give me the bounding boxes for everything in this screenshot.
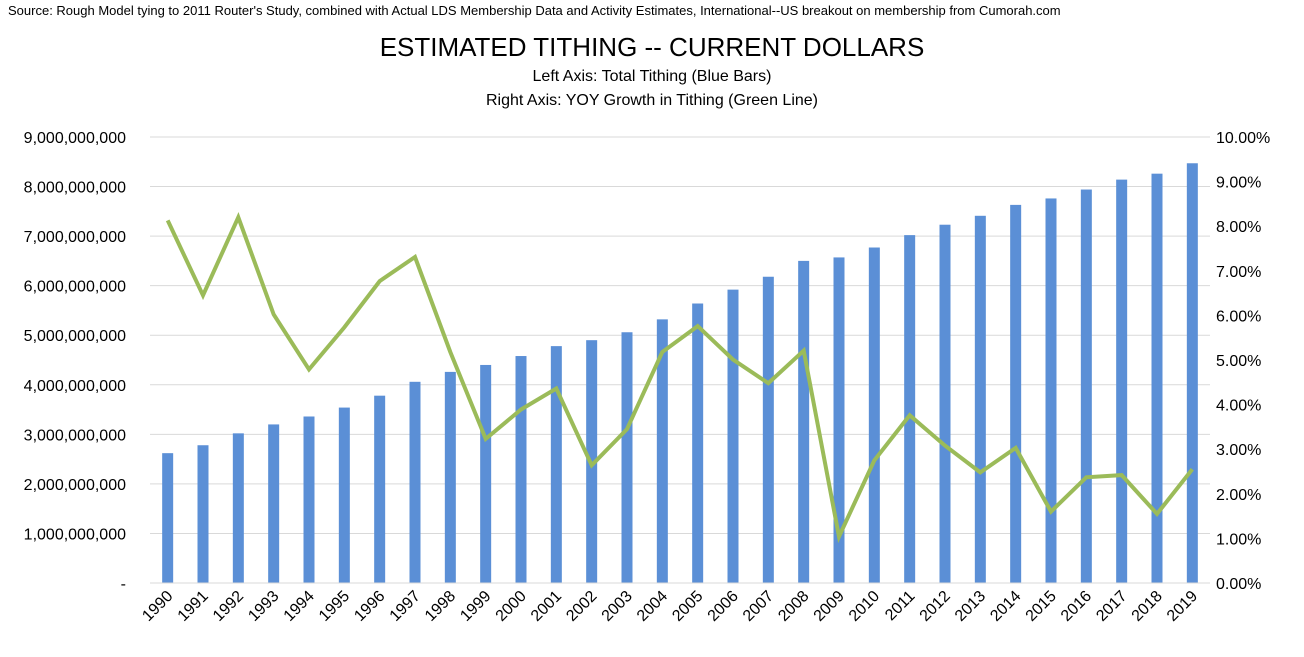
tithing-bar xyxy=(1080,189,1092,584)
tithing-bar xyxy=(268,424,280,583)
x-axis-tick-label: 2006 xyxy=(705,588,742,625)
right-axis-tick-label: 9.00% xyxy=(1216,175,1261,192)
left-axis-tick-label: 7,000,000,000 xyxy=(24,229,126,246)
tithing-bar xyxy=(480,364,492,583)
tithing-bar xyxy=(1045,198,1057,583)
tithing-bar xyxy=(798,260,810,583)
tithing-bar xyxy=(303,416,315,583)
right-axis-tick-label: 3.00% xyxy=(1216,442,1261,459)
left-axis-tick-label: - xyxy=(121,576,126,593)
x-axis-tick-label: 2001 xyxy=(528,588,565,625)
tithing-bar xyxy=(550,346,562,583)
x-axis-tick-label: 2003 xyxy=(599,588,636,625)
growth-line xyxy=(165,212,1194,544)
tithing-bar xyxy=(692,303,704,583)
x-axis-tick-label: 2017 xyxy=(1093,588,1130,625)
chart-subtitle-right-axis: Right Axis: YOY Growth in Tithing (Green… xyxy=(485,92,818,109)
tithing-bar xyxy=(656,319,668,583)
x-axis-tick-label: 2018 xyxy=(1129,588,1166,625)
left-axis-tick-label: 6,000,000,000 xyxy=(24,279,126,296)
tithing-bar xyxy=(338,407,350,583)
left-axis-tick-label: 4,000,000,000 xyxy=(24,378,126,395)
tithing-bar xyxy=(1186,163,1198,583)
tithing-bar xyxy=(409,381,421,583)
left-axis-tick-label: 8,000,000,000 xyxy=(24,180,126,197)
x-axis-tick-label: 1996 xyxy=(351,588,388,625)
x-axis-tick-label: 2016 xyxy=(1058,588,1095,625)
x-axis-tick-label: 2002 xyxy=(563,588,600,625)
left-axis-tick-label: 1,000,000,000 xyxy=(24,526,126,543)
x-axis-tick-label: 1997 xyxy=(387,588,424,625)
x-axis-tick-label: 1998 xyxy=(422,588,459,625)
tithing-bar xyxy=(939,224,951,584)
tithing-bar xyxy=(833,257,845,583)
x-axis-tick-label: 1995 xyxy=(316,588,353,625)
left-axis-tick-label: 5,000,000,000 xyxy=(24,328,126,345)
tithing-bar xyxy=(621,332,633,583)
tithing-bar xyxy=(904,235,916,583)
right-axis-tick-label: 4.00% xyxy=(1216,398,1261,415)
tithing-bar xyxy=(374,395,386,583)
tithing-bar xyxy=(232,433,244,583)
x-axis-tick-label: 2000 xyxy=(493,588,530,625)
right-axis-tick-label: 10.00% xyxy=(1216,130,1270,147)
x-axis-tick-label: 2012 xyxy=(917,588,954,625)
x-axis-tick-label: 1992 xyxy=(210,588,247,625)
chart-subtitle-left-axis: Left Axis: Total Tithing (Blue Bars) xyxy=(532,68,772,85)
chart-title: ESTIMATED TITHING -- CURRENT DOLLARS xyxy=(379,32,925,62)
x-axis-tick-label: 2004 xyxy=(634,588,671,625)
x-axis-tick-label: 2011 xyxy=(882,588,918,624)
right-axis-tick-label: 1.00% xyxy=(1216,531,1261,548)
x-axis-tick-label: 1993 xyxy=(245,588,282,625)
tithing-bar xyxy=(515,356,527,583)
right-axis-tick-label: 6.00% xyxy=(1216,308,1261,325)
tithing-bar xyxy=(444,371,456,583)
x-axis-tick-label: 2010 xyxy=(846,588,883,625)
tithing-bar xyxy=(197,445,209,583)
right-axis-tick-label: 2.00% xyxy=(1216,487,1261,504)
x-axis-tick-label: 1991 xyxy=(175,588,212,625)
tithing-bar xyxy=(1151,173,1163,583)
left-axis-tick-label: 9,000,000,000 xyxy=(24,130,126,147)
right-axis-tick-label: 5.00% xyxy=(1216,353,1261,370)
x-axis-tick-label: 2019 xyxy=(1164,588,1201,625)
tithing-bar xyxy=(1116,179,1128,583)
x-axis-tick-label: 2007 xyxy=(740,588,777,625)
tithing-bar xyxy=(162,453,174,583)
right-axis-tick-label: 0.00% xyxy=(1216,576,1261,593)
left-axis-tick-label: 3,000,000,000 xyxy=(24,427,126,444)
x-axis-tick-label: 2015 xyxy=(1023,588,1060,625)
source-note: Source: Rough Model tying to 2011 Router… xyxy=(8,3,1061,18)
tithing-bar xyxy=(727,289,739,583)
tithing-bar xyxy=(868,247,880,583)
x-axis-tick-label: 1994 xyxy=(281,588,318,625)
x-axis-tick-label: 1999 xyxy=(457,588,494,625)
tithing-bar xyxy=(974,215,986,583)
x-axis-tick-label: 2008 xyxy=(775,588,812,625)
right-axis-tick-label: 7.00% xyxy=(1216,264,1261,281)
tithing-bar xyxy=(762,276,774,583)
x-axis-tick-label: 2009 xyxy=(811,588,848,625)
x-axis-tick-label: 2013 xyxy=(952,588,989,625)
left-axis-tick-label: 2,000,000,000 xyxy=(24,477,126,494)
right-axis-tick-label: 8.00% xyxy=(1216,219,1261,236)
x-axis-tick-label: 1990 xyxy=(139,588,176,625)
x-axis-tick-label: 2005 xyxy=(669,588,706,625)
tithing-bar xyxy=(1010,204,1022,583)
x-axis-tick-label: 2014 xyxy=(987,588,1024,625)
